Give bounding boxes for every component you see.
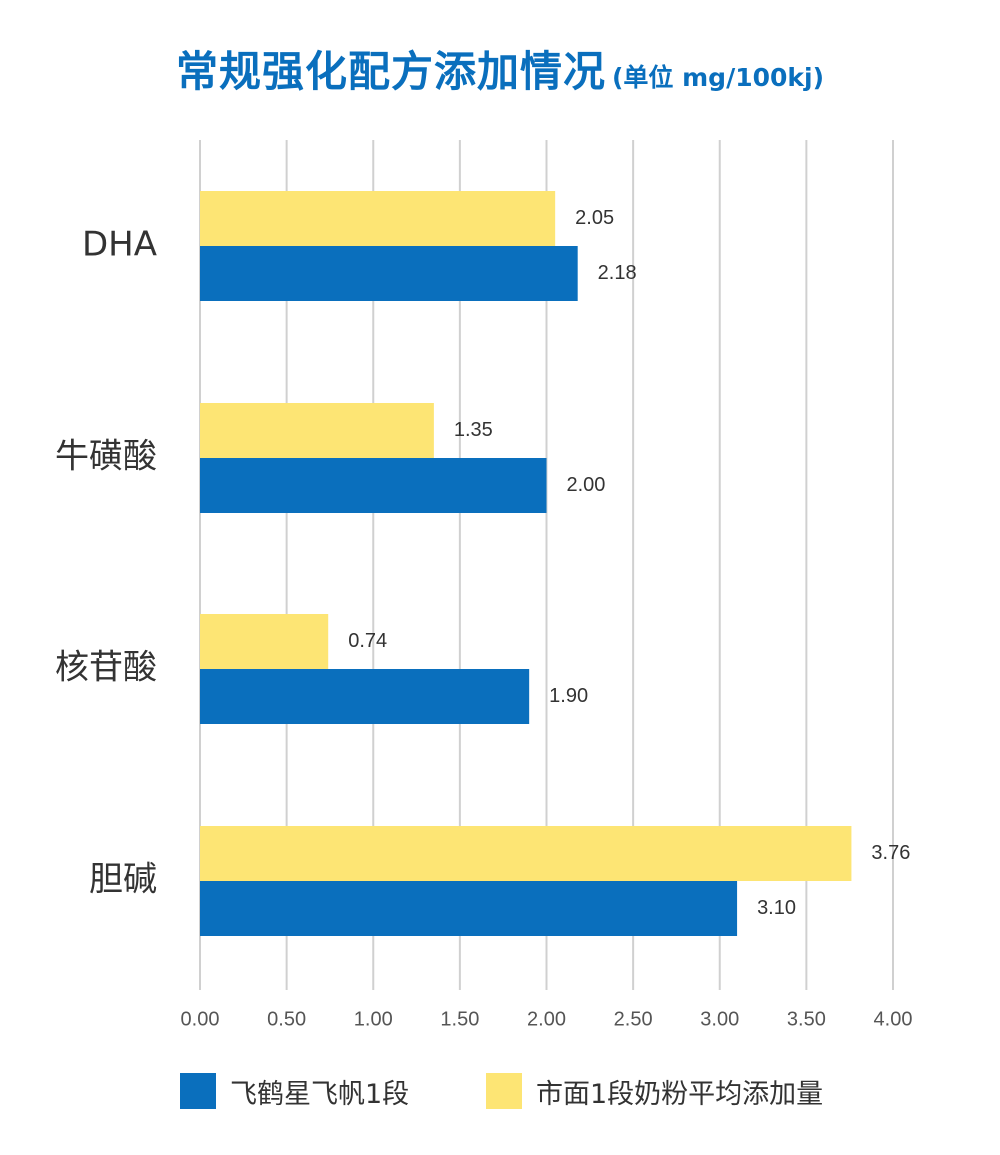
value-label: 2.18 — [598, 262, 637, 284]
x-tick-label: 4.00 — [874, 1008, 913, 1030]
bar-primary — [200, 458, 547, 513]
x-tick-label: 3.00 — [700, 1008, 739, 1030]
x-tick-label: 0.50 — [267, 1008, 306, 1030]
x-tick-label: 3.50 — [787, 1008, 826, 1030]
legend-item-secondary: 市面1段奶粉平均添加量 — [486, 1071, 823, 1111]
bar-secondary — [200, 826, 852, 881]
x-tick-label: 0.00 — [181, 1008, 220, 1030]
value-label: 3.76 — [871, 842, 910, 864]
legend-label-secondary: 市面1段奶粉平均添加量 — [536, 1078, 824, 1110]
bars — [200, 191, 852, 936]
bar-secondary — [200, 403, 434, 458]
bar-primary — [200, 881, 738, 936]
category-label: DHA — [82, 225, 157, 265]
legend-swatch-primary — [180, 1073, 216, 1109]
x-tick-label: 1.00 — [354, 1008, 393, 1030]
bar-secondary — [200, 191, 556, 246]
bar-primary — [200, 246, 578, 301]
value-label: 3.10 — [757, 897, 796, 919]
value-label: 0.74 — [348, 630, 387, 652]
x-tick-label: 2.50 — [614, 1008, 653, 1030]
value-label: 2.00 — [567, 474, 606, 496]
category-label: 核苷酸 — [55, 648, 157, 688]
legend-label-primary: 飞鹤星飞帆1段 — [230, 1078, 410, 1110]
legend-item-primary: 飞鹤星飞帆1段 — [180, 1071, 409, 1111]
x-axis-ticks: 0.00 0.50 1.00 1.50 2.00 2.50 3.00 3.50 4.00 — [181, 1008, 913, 1030]
category-label: 牛磺酸 — [55, 437, 157, 477]
category-label: 胆碱 — [89, 860, 157, 900]
chart-unit-label: (单位 mg/100kj) — [612, 63, 825, 92]
value-label: 2.05 — [575, 207, 614, 229]
bar-primary — [200, 669, 530, 724]
legend-swatch-secondary — [486, 1073, 522, 1109]
x-tick-label: 2.00 — [527, 1008, 566, 1030]
chart-title: 常规强化配方添加情况 (单位 mg/100kj) — [0, 38, 1000, 99]
legend: 飞鹤星飞帆1段 市面1段奶粉平均添加量 — [0, 1071, 1000, 1111]
chart-title-text: 常规强化配方添加情况 — [175, 47, 606, 96]
bar-secondary — [200, 614, 329, 669]
x-tick-label: 1.50 — [440, 1008, 479, 1030]
value-labels: 2.18 2.05 2.00 1.35 1.90 0.74 3.10 3.76 — [348, 207, 910, 919]
value-label: 1.90 — [549, 685, 588, 707]
value-label: 1.35 — [454, 419, 493, 441]
